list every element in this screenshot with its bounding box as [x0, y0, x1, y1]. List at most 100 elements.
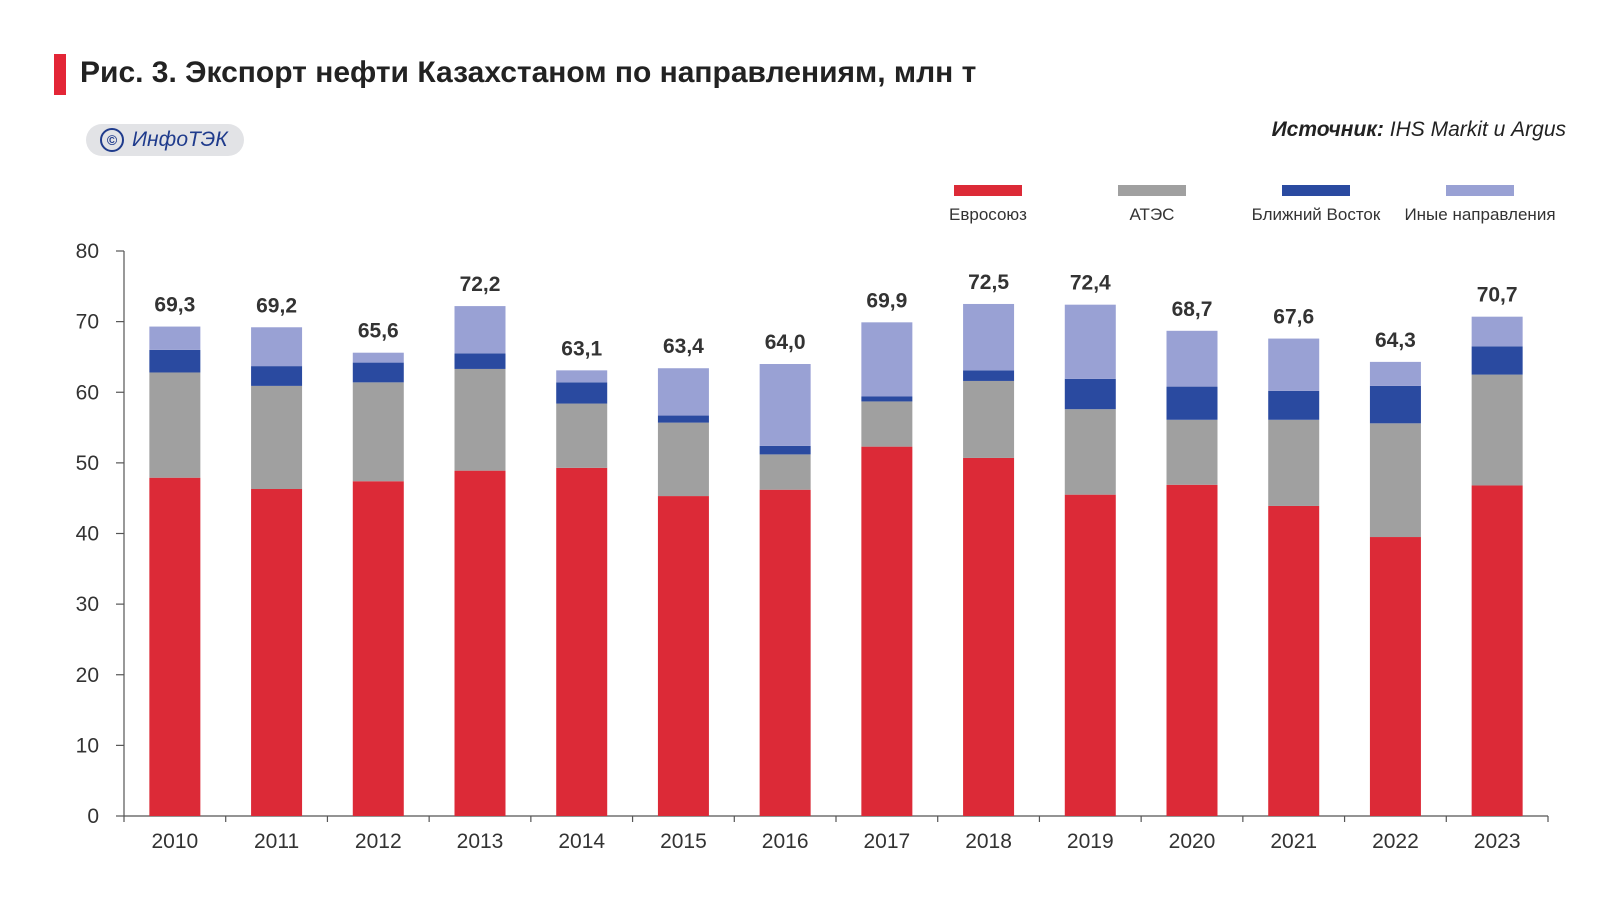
- bar-segment-eu: [861, 446, 913, 816]
- legend-swatch: [1446, 185, 1514, 196]
- x-tick-label: 2018: [965, 830, 1012, 853]
- bar-segment-apec: [251, 385, 303, 490]
- y-tick-label: 60: [76, 381, 99, 404]
- bar-total-label: 63,1: [561, 337, 602, 360]
- x-tick-label: 2011: [254, 830, 299, 853]
- y-tick-label: 30: [76, 593, 99, 616]
- legend-label: Евросоюз: [949, 205, 1027, 224]
- bar-segment-other: [1369, 361, 1421, 386]
- legend-swatch: [1118, 185, 1186, 196]
- bar-segment-eu: [149, 477, 201, 816]
- infotek-badge: © ИнфоТЭК: [86, 124, 244, 156]
- bar-total-label: 72,2: [460, 273, 501, 296]
- x-tick-label: 2013: [457, 830, 504, 853]
- bar-segment-other: [352, 352, 404, 363]
- copyright-icon: ©: [100, 128, 124, 152]
- y-tick-label: 80: [76, 240, 99, 263]
- bar-segment-apec: [657, 422, 709, 497]
- bar-segment-apec: [1471, 374, 1523, 486]
- bar-total-label: 70,7: [1477, 284, 1518, 307]
- x-tick-label: 2020: [1169, 830, 1216, 853]
- legend-label: Иные направления: [1404, 205, 1555, 224]
- bar-total-label: 69,3: [154, 294, 195, 317]
- y-tick-label: 50: [76, 452, 99, 475]
- x-tick-label: 2021: [1270, 830, 1317, 853]
- bar-segment-middle-east: [1471, 346, 1523, 375]
- x-tick-label: 2015: [660, 830, 707, 853]
- bar-segment-apec: [759, 454, 811, 490]
- bar-segment-middle-east: [861, 396, 913, 402]
- bar-segment-eu: [1166, 484, 1218, 816]
- bar-segment-eu: [963, 457, 1015, 816]
- legend-swatch: [1282, 185, 1350, 196]
- bar-segment-apec: [556, 403, 608, 468]
- bar-segment-apec: [149, 372, 201, 478]
- source-label: Источник:: [1271, 118, 1384, 141]
- bar-segment-apec: [861, 401, 913, 447]
- legend-label: Ближний Восток: [1252, 205, 1381, 224]
- bar-segment-middle-east: [1064, 378, 1116, 410]
- x-tick-label: 2023: [1474, 830, 1521, 853]
- bar-segment-middle-east: [1369, 385, 1421, 424]
- bar-segment-other: [454, 306, 506, 354]
- title-accent-bar: [54, 54, 66, 95]
- bar-segment-middle-east: [1166, 386, 1218, 420]
- bar-segment-eu: [657, 496, 709, 816]
- x-tick-label: 2014: [558, 830, 605, 853]
- bar-segment-middle-east: [1268, 390, 1320, 420]
- bar-segment-middle-east: [454, 353, 506, 369]
- bar-segment-apec: [352, 382, 404, 482]
- bar-segment-apec: [454, 368, 506, 471]
- bar-segment-eu: [1268, 505, 1320, 816]
- bar-segment-middle-east: [251, 366, 303, 386]
- bar-segment-eu: [759, 489, 811, 816]
- bar-total-label: 68,7: [1172, 298, 1213, 321]
- bar-segment-middle-east: [352, 362, 404, 383]
- bar-segment-other: [963, 303, 1015, 371]
- x-tick-label: 2010: [151, 830, 198, 853]
- bar-total-label: 63,4: [663, 335, 704, 358]
- y-tick-label: 70: [76, 311, 99, 334]
- bar-segment-eu: [1369, 537, 1421, 816]
- x-tick-label: 2022: [1372, 830, 1419, 853]
- bar-segment-eu: [1471, 485, 1523, 816]
- x-tick-label: 2017: [863, 830, 910, 853]
- bar-segment-apec: [1268, 419, 1320, 506]
- bar-segment-eu: [1064, 494, 1116, 816]
- y-tick-label: 40: [76, 523, 99, 546]
- bar-segment-eu: [251, 489, 303, 816]
- bar-segment-other: [759, 364, 811, 446]
- bar-segment-apec: [1369, 423, 1421, 538]
- x-tick-label: 2012: [355, 830, 402, 853]
- y-tick-label: 20: [76, 664, 99, 687]
- bar-segment-other: [1268, 338, 1320, 391]
- bar-segment-apec: [963, 380, 1015, 458]
- y-tick-label: 0: [87, 805, 99, 828]
- bar-total-label: 65,6: [358, 320, 399, 343]
- bar-segment-middle-east: [556, 382, 608, 404]
- bar-total-label: 72,5: [968, 271, 1009, 294]
- bar-total-label: 72,4: [1070, 272, 1111, 295]
- bar-segment-middle-east: [657, 415, 709, 423]
- bar-total-label: 64,0: [765, 331, 806, 354]
- bar-segment-other: [251, 327, 303, 367]
- legend-label: АТЭС: [1130, 205, 1175, 224]
- source-note: Источник: IHS Markit и Argus: [1272, 118, 1566, 142]
- badge-label: ИнфоТЭК: [132, 128, 228, 151]
- bar-total-label: 67,6: [1273, 306, 1314, 329]
- bar-segment-other: [556, 370, 608, 383]
- y-tick-label: 10: [76, 734, 99, 757]
- bar-segment-eu: [556, 467, 608, 816]
- bar-segment-other: [861, 322, 913, 397]
- source-text: IHS Markit и Argus: [1389, 118, 1566, 141]
- bar-segment-other: [1471, 316, 1523, 347]
- bar-segment-other: [657, 368, 709, 416]
- chart-title: Рис. 3. Экспорт нефти Казахстаном по нап…: [80, 56, 977, 89]
- x-tick-label: 2016: [762, 830, 809, 853]
- legend-swatch: [954, 185, 1022, 196]
- bar-segment-eu: [352, 481, 404, 816]
- bar-total-label: 64,3: [1375, 329, 1416, 352]
- bar-segment-middle-east: [149, 349, 201, 373]
- bar-segment-apec: [1166, 419, 1218, 485]
